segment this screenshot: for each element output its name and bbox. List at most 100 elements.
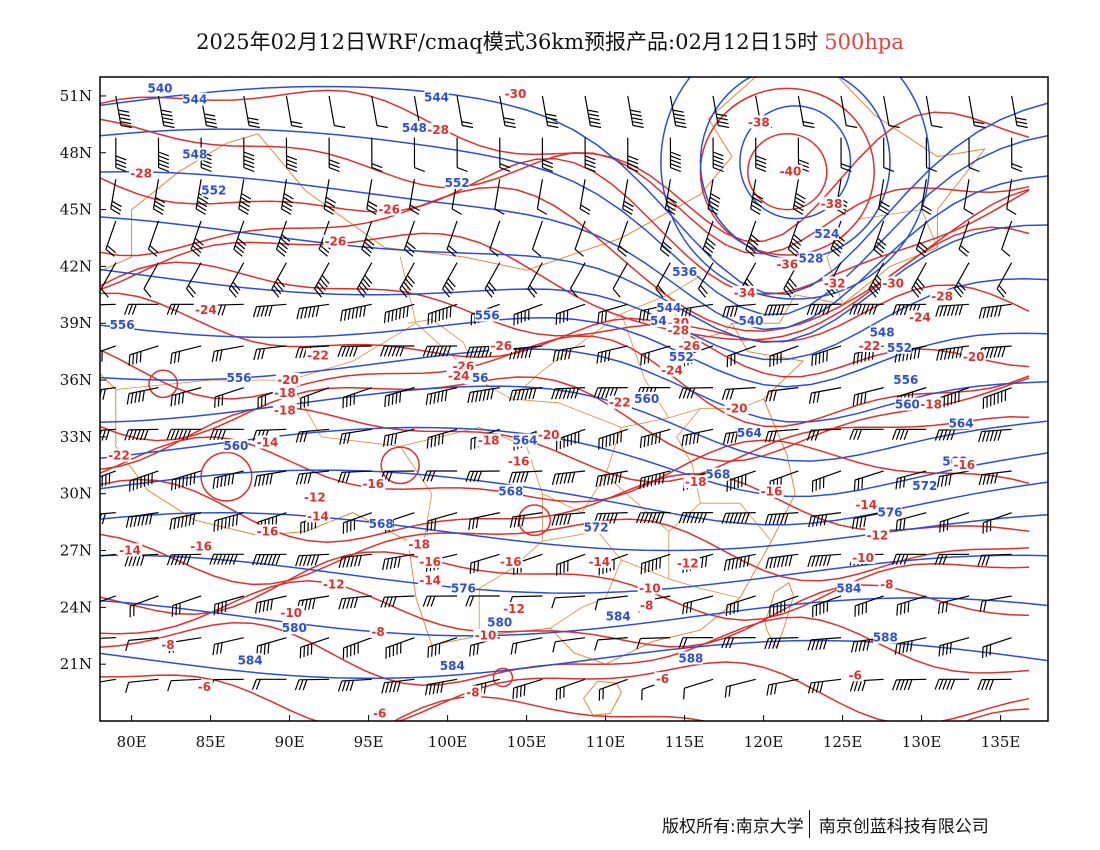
height-contour-label-bg [282,621,307,635]
wind-barb [968,137,980,173]
wind-barb [764,303,799,316]
height-contour-label-bg [487,615,512,629]
wind-barb [499,95,516,129]
temperature-contour-label: -18 [408,538,430,552]
temperature-contour-label-bg [426,122,451,136]
wind-barb [228,262,245,298]
temperature-contour-label: -8 [640,598,653,612]
wind-barb [639,428,671,449]
wind-barb [422,595,458,607]
wind-barb [252,303,287,318]
temperature-contour-label: -14 [419,574,441,588]
temperature-contour-label-bg [930,289,955,303]
wind-barb [342,637,372,659]
wind-barb-layer [100,95,1028,701]
temperature-contour [100,226,1030,341]
wind-barb [295,470,330,485]
temperature-contour-label-bg [732,285,757,299]
temperature-contour-label-bg [189,539,214,553]
wind-barb [167,678,202,692]
wind-barb [169,512,202,530]
wind-barb [939,512,970,533]
wind-barb [883,137,895,173]
height-contour-label: 576 [451,581,476,595]
height-contour-label-bg [678,651,703,665]
wind-barb [465,470,500,482]
wind-barb [595,470,628,488]
height-contour-label: 560 [895,398,920,412]
height-contour-label-bg [512,433,538,447]
temperature-contour-label: -38 [748,115,770,129]
temperature-contour-label-bg [907,310,933,324]
temperature-contour [100,157,1030,296]
height-contour-label: 556 [893,373,918,387]
temperature-contour-label-bg [503,86,528,100]
temperature-contour [492,667,514,688]
height-contour [100,554,1048,594]
temperature-contour-label: -10 [475,629,497,643]
wind-barb [977,678,1012,691]
wind-barb [510,637,543,655]
temperature-contour-label: -24 [661,364,683,378]
temperature-contour-label: -16 [508,454,530,468]
wind-barb [937,470,970,488]
temperature-contour-label-bg [746,115,771,129]
temperature-contour-label-bg [506,454,531,468]
temperature-contour [100,551,1030,621]
wind-barb [280,179,294,215]
wind-barb [712,137,724,173]
wind-barb [379,345,415,357]
temperature-contour-label: -30 [505,87,527,101]
height-contour-label: 544 [424,91,449,105]
wind-barb [211,345,244,363]
wind-barb [383,428,415,447]
wind-barb [294,678,330,691]
x-tick-label: 105E [507,733,547,751]
wind-barb [340,303,372,322]
wind-barb [100,678,116,683]
wind-barb [100,303,116,306]
wind-barb [721,637,756,649]
temperature-contour-label-bg [501,602,527,616]
wind-barb [100,553,116,557]
y-tick-label: 30N [60,485,92,503]
wind-barb [915,220,928,257]
temperature-contour-label: -18 [478,434,500,448]
height-contour-label: 568 [369,517,394,531]
temperature-contour-label: -8 [466,686,479,700]
temperature-contour-label-bg [369,624,387,638]
wind-barb [937,595,970,615]
temperature-contour-label-bg [371,706,389,720]
province-boundary [621,313,670,419]
wind-barb [413,137,426,173]
temperature-contour-label-bg [857,338,882,352]
temperature-contour-label-bg [881,276,906,290]
height-contour-label: 536 [672,265,697,279]
wind-barb [170,387,202,407]
temperature-contour [100,661,1030,721]
wind-barb [765,553,799,569]
height-contour-label-bg [110,318,135,331]
wind-barb [584,137,596,173]
wind-barb [925,95,943,129]
temperature-contour-label: -22 [609,396,631,410]
height-contour-label: 544 [656,301,681,315]
wind-barb [584,95,602,129]
x-tick-label: 95E [354,733,384,751]
temperature-contour-label: -16 [362,477,384,491]
height-contour-label: 556 [226,371,251,385]
wind-barb [726,345,756,368]
temperature-contour-label-bg [464,685,482,699]
wind-barb [126,387,159,405]
wind-barb [681,428,714,447]
wind-barb [840,95,858,129]
wind-barb [195,179,209,215]
wind-barb [254,470,287,487]
footer: 版权所有:南京大学 南京创蓝科技有限公司 [662,810,989,838]
temperature-contour-label: -38 [821,197,843,211]
wind-barb [594,595,628,611]
wind-barb [892,303,927,316]
wind-barb [722,303,756,318]
temperature-contour-label: -8 [161,638,174,652]
wind-barb [938,637,970,657]
